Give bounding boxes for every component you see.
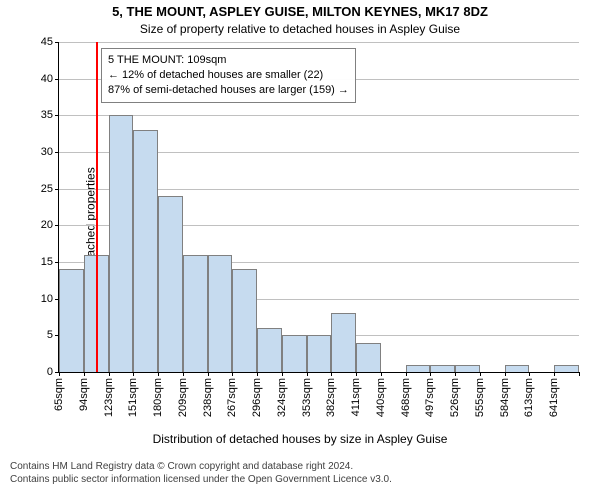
annotation-line: 87% of semi-detached houses are larger (… (108, 83, 349, 98)
x-tick-mark (331, 372, 332, 376)
x-tick-mark (282, 372, 283, 376)
histogram-bar (356, 343, 381, 372)
x-tick-mark (307, 372, 308, 376)
y-tick-mark (55, 79, 59, 80)
histogram-bar (331, 313, 356, 372)
x-tick-label: 497sqm (424, 378, 436, 417)
histogram-bar (158, 196, 183, 372)
x-tick-label: 440sqm (375, 378, 387, 417)
y-tick-label: 10 (41, 293, 53, 305)
x-tick-label: 180sqm (152, 378, 164, 417)
histogram-bar (208, 255, 233, 372)
x-tick-label: 324sqm (276, 378, 288, 417)
histogram-bar (430, 365, 455, 372)
x-tick-label: 468sqm (400, 378, 412, 417)
y-tick-label: 25 (41, 183, 53, 195)
chart-subtitle: Size of property relative to detached ho… (0, 22, 600, 36)
histogram-bar (183, 255, 208, 372)
x-tick-mark (109, 372, 110, 376)
x-tick-mark (158, 372, 159, 376)
x-tick-mark (554, 372, 555, 376)
footer-line-1: Contains HM Land Registry data © Crown c… (10, 460, 392, 473)
x-tick-label: 123sqm (103, 378, 115, 417)
y-tick-mark (55, 189, 59, 190)
gridline (59, 115, 579, 116)
annotation-line: 5 THE MOUNT: 109sqm (108, 53, 349, 68)
x-tick-label: 267sqm (226, 378, 238, 417)
x-axis-label: Distribution of detached houses by size … (0, 432, 600, 446)
histogram-bar (133, 130, 158, 372)
histogram-bar (406, 365, 431, 372)
marker-line (96, 42, 98, 372)
x-tick-mark (257, 372, 258, 376)
x-tick-label: 238sqm (202, 378, 214, 417)
y-tick-label: 30 (41, 146, 53, 158)
x-tick-label: 209sqm (177, 378, 189, 417)
gridline (59, 42, 579, 43)
x-tick-mark (208, 372, 209, 376)
x-tick-mark (406, 372, 407, 376)
x-tick-mark (505, 372, 506, 376)
y-tick-label: 45 (41, 36, 53, 48)
x-tick-label: 526sqm (449, 378, 461, 417)
x-tick-label: 353sqm (301, 378, 313, 417)
histogram-bar (109, 115, 134, 372)
x-tick-label: 382sqm (325, 378, 337, 417)
x-tick-mark (579, 372, 580, 376)
histogram-bar (455, 365, 480, 372)
y-tick-mark (55, 225, 59, 226)
x-tick-label: 411sqm (350, 378, 362, 416)
x-tick-label: 151sqm (127, 378, 139, 417)
y-tick-label: 15 (41, 256, 53, 268)
x-tick-mark (455, 372, 456, 376)
x-tick-label: 641sqm (548, 378, 560, 417)
x-tick-mark (183, 372, 184, 376)
y-tick-mark (55, 42, 59, 43)
x-tick-mark (356, 372, 357, 376)
y-tick-label: 35 (41, 109, 53, 121)
x-tick-mark (480, 372, 481, 376)
plot-area: 05101520253035404565sqm94sqm123sqm151sqm… (58, 42, 579, 373)
y-tick-mark (55, 152, 59, 153)
x-tick-label: 555sqm (474, 378, 486, 417)
x-tick-mark (133, 372, 134, 376)
x-tick-label: 613sqm (523, 378, 535, 417)
annotation-box: 5 THE MOUNT: 109sqm← 12% of detached hou… (101, 48, 356, 103)
x-tick-label: 94sqm (78, 378, 90, 411)
x-tick-mark (381, 372, 382, 376)
histogram-bar (282, 335, 307, 372)
histogram-bar (232, 269, 257, 372)
x-tick-mark (529, 372, 530, 376)
histogram-bar (257, 328, 282, 372)
y-tick-mark (55, 115, 59, 116)
annotation-line: ← 12% of detached houses are smaller (22… (108, 68, 349, 83)
y-tick-label: 5 (47, 329, 53, 341)
x-tick-label: 65sqm (53, 378, 65, 411)
y-tick-label: 40 (41, 73, 53, 85)
y-tick-label: 0 (47, 366, 53, 378)
histogram-bar (554, 365, 579, 372)
x-tick-label: 296sqm (251, 378, 263, 417)
histogram-bar (59, 269, 84, 372)
x-tick-label: 584sqm (499, 378, 511, 417)
y-tick-label: 20 (41, 219, 53, 231)
x-tick-mark (84, 372, 85, 376)
chart-title: 5, THE MOUNT, ASPLEY GUISE, MILTON KEYNE… (0, 4, 600, 19)
x-tick-mark (430, 372, 431, 376)
x-tick-mark (59, 372, 60, 376)
footer-line-2: Contains public sector information licen… (10, 473, 392, 486)
chart-container: { "chart": { "type": "histogram", "title… (0, 0, 600, 500)
y-tick-mark (55, 262, 59, 263)
histogram-bar (307, 335, 332, 372)
histogram-bar (505, 365, 530, 372)
x-tick-mark (232, 372, 233, 376)
footer-text: Contains HM Land Registry data © Crown c… (10, 460, 392, 486)
